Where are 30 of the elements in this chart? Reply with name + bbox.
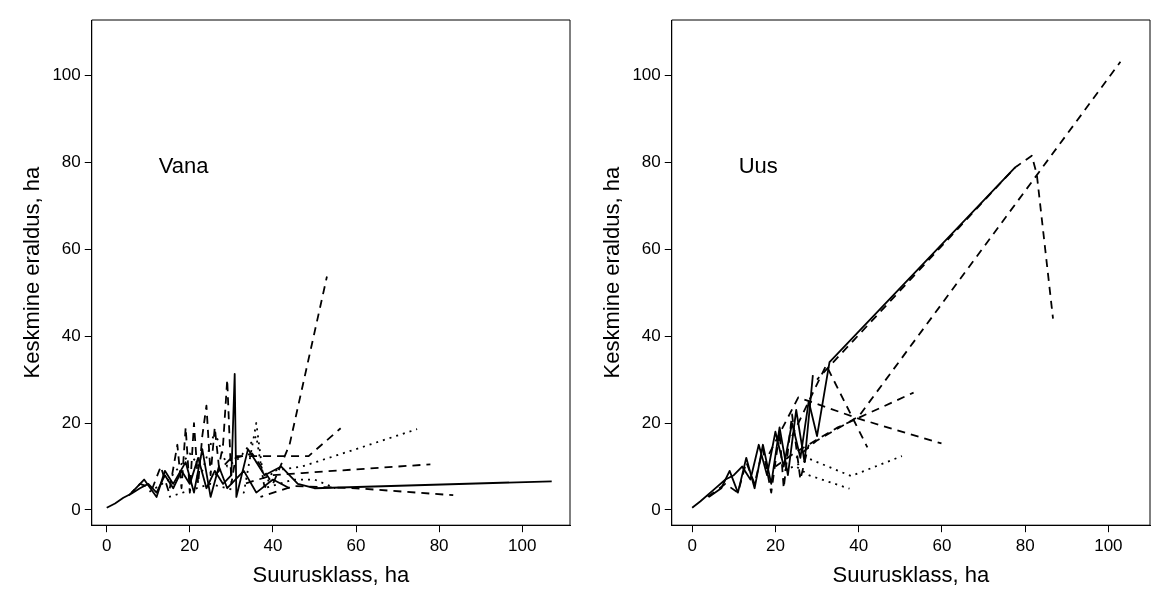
y-tick-label: 100: [632, 64, 661, 84]
x-axis-title: Suurusklass, ha: [832, 561, 990, 587]
x-tick-label: 0: [101, 536, 112, 556]
y-tick-label: 60: [61, 238, 81, 258]
y-tick-label: 80: [641, 151, 661, 171]
annotation: Uus: [738, 152, 778, 178]
x-tick-label: 80: [429, 536, 449, 556]
x-tick-label: 60: [346, 536, 366, 556]
y-axis-title: Keskmine eraldus, ha: [19, 166, 45, 379]
y-tick-label: 20: [641, 412, 661, 432]
x-tick-label: 100: [1094, 536, 1123, 556]
x-axis-title: Suurusklass, ha: [252, 561, 410, 587]
x-tick-label: 20: [180, 536, 200, 556]
y-axis-title: Keskmine eraldus, ha: [599, 166, 625, 379]
x-tick-label: 0: [687, 536, 697, 556]
y-tick-label: 40: [61, 325, 81, 345]
y-tick-label: 20: [61, 412, 81, 432]
y-tick-label: 0: [651, 499, 661, 519]
x-tick-label: 40: [849, 536, 869, 556]
x-tick-label: 100: [508, 536, 537, 556]
annotation: Vana: [158, 152, 210, 178]
x-tick-label: 60: [932, 536, 952, 556]
x-tick-label: 80: [1015, 536, 1035, 556]
y-tick-label: 40: [641, 325, 661, 345]
y-tick-label: 0: [71, 499, 81, 519]
y-tick-label: 60: [641, 238, 661, 258]
y-tick-label: 80: [61, 151, 81, 171]
x-tick-label: 20: [765, 536, 785, 556]
x-tick-label: 40: [263, 536, 283, 556]
y-tick-label: 100: [52, 64, 81, 84]
